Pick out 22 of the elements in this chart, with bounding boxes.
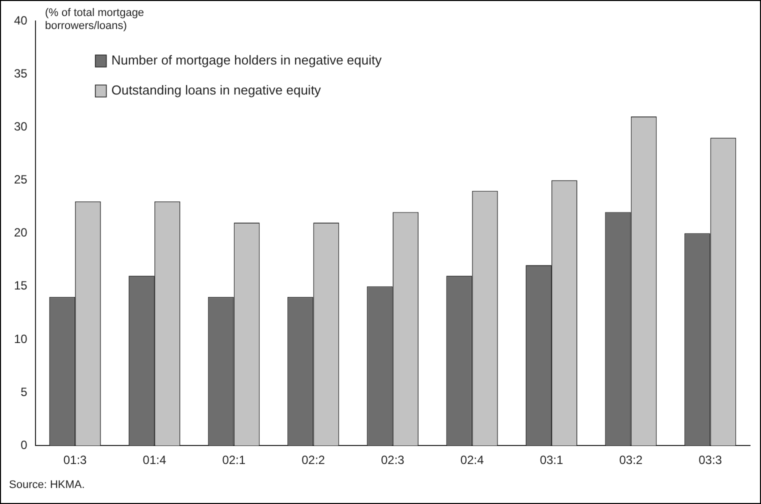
x-tick-label: 02:2 — [302, 453, 326, 468]
source-note: Source: HKMA. — [9, 479, 85, 491]
y-tick-label: 35 — [14, 66, 28, 80]
y-axis-title: (% of total mortgage borrowers/loans) — [45, 7, 146, 33]
x-tick-label: 02:1 — [222, 453, 246, 468]
y-tick-label: 25 — [14, 172, 28, 187]
y-tick-label: 15 — [14, 278, 28, 293]
x-tick-label: 02:3 — [380, 453, 405, 468]
legend-label: Number of mortgage holders in negative equity — [111, 52, 382, 68]
x-tick-label: 02:4 — [460, 453, 484, 468]
x-tick-label: 03:3 — [698, 453, 722, 468]
x-tick-label: 03:1 — [540, 453, 564, 468]
y-tick-label: 5 — [20, 384, 28, 399]
x-tick-label: 01:4 — [142, 453, 166, 468]
x-tick-label: 03:2 — [619, 453, 643, 468]
y-tick-label: 20 — [14, 226, 28, 240]
y-tick-label: 10 — [14, 332, 28, 346]
y-tick-label: 30 — [14, 119, 28, 134]
x-tick-label: 01:3 — [63, 453, 88, 468]
y-tick-label: 0 — [20, 438, 28, 452]
y-tick-label: 40 — [14, 13, 28, 28]
legend-label: Outstanding loans in negative equity — [111, 82, 322, 98]
